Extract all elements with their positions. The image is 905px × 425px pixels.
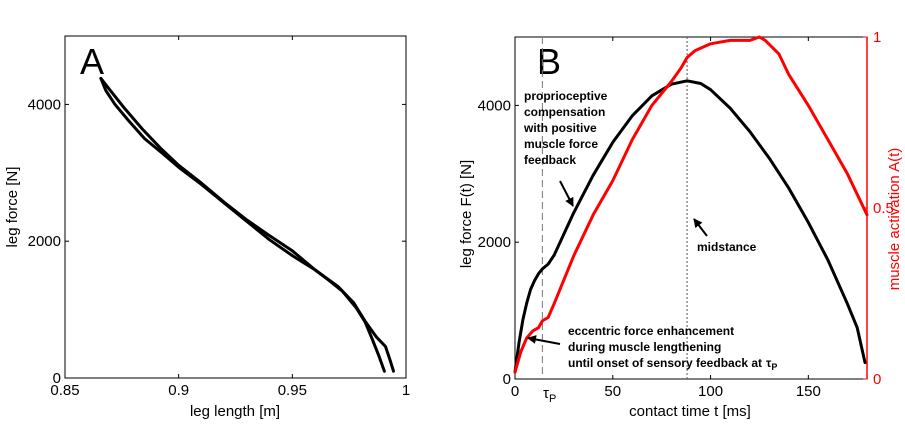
right-y-tick-label: 0 xyxy=(873,371,881,388)
y-axis-label-a: leg force [N] xyxy=(4,167,21,248)
annotation-line: eccentric force enhancement xyxy=(568,324,734,338)
annotation-line: muscle force xyxy=(524,137,598,151)
annotation-arrow xyxy=(559,180,574,207)
y-axis-right-b: 00.51 xyxy=(863,29,894,388)
y-tick-label: 0 xyxy=(503,371,511,388)
right-y-tick-label: 0.5 xyxy=(873,200,894,217)
tau-p-tick-label: τP xyxy=(543,385,556,405)
annotation-arrow xyxy=(693,218,708,237)
x-tick-label: 50 xyxy=(604,383,621,400)
annotation-tau: τ xyxy=(766,356,772,370)
panel-label-a: A xyxy=(80,41,104,82)
x-tick-label: 0.9 xyxy=(168,382,189,399)
leg-force-curve xyxy=(513,79,867,374)
annotation-line: until onset of sensory feedback at xyxy=(568,356,762,370)
panel-label-b: B xyxy=(537,41,561,82)
y-tick-label: 0 xyxy=(53,370,61,387)
reference-lines-b xyxy=(541,37,688,379)
x-axis-b: 0 50 100 150 xyxy=(511,37,821,400)
svg-text:eccentric force enhancement: eccentric force enhancement during muscl… xyxy=(568,324,777,372)
plot-area-b xyxy=(514,36,868,380)
x-axis-a: 0.85 0.9 0.95 1 xyxy=(50,36,410,399)
annotation-line: proprioceptive xyxy=(524,89,608,103)
y-axis-left-b: 0 2000 4000 xyxy=(478,97,519,388)
series-group-a xyxy=(99,76,395,373)
annotation-midstance: midstance xyxy=(693,218,757,254)
x-axis-label-a: leg length [m] xyxy=(190,403,280,420)
x-tick-label: 100 xyxy=(698,383,723,400)
right-y-tick-label: 1 xyxy=(873,29,881,46)
annotation-line: midstance xyxy=(697,240,757,254)
y-tick-label: 4000 xyxy=(28,96,61,113)
y-axis-a: 0 2000 4000 xyxy=(28,96,406,387)
annotation-arrow xyxy=(527,335,561,345)
y-axis-label-right-b: muscle activation A(t) xyxy=(886,148,903,291)
x-tick-label: 0.95 xyxy=(278,382,307,399)
force-length-curve-2 xyxy=(99,76,395,373)
annotation-tau-subscript: P xyxy=(771,362,777,372)
x-tick-label: 0.85 xyxy=(50,382,79,399)
tau-subscript: P xyxy=(549,393,556,405)
annotation-line: feedback xyxy=(524,153,576,167)
y-tick-label: 2000 xyxy=(478,234,511,251)
svg-text:proprioceptive compens: proprioceptive compensation with positiv… xyxy=(523,89,611,167)
x-tick-label: 0 xyxy=(511,383,519,400)
annotation-line: compensation xyxy=(524,105,605,119)
plot-area-a xyxy=(64,35,407,379)
x-tick-label: 150 xyxy=(796,383,821,400)
x-axis-label-b: contact time t [ms] xyxy=(629,403,751,420)
x-tick-label: 1 xyxy=(402,382,410,399)
series-group-b xyxy=(513,35,869,374)
y-tick-label: 4000 xyxy=(478,97,511,114)
annotation-line: during muscle lengthening xyxy=(568,340,721,354)
muscle-activation-curve xyxy=(513,35,869,374)
annotation-line: with positive xyxy=(523,121,597,135)
annotation-proprioceptive: proprioceptive compensation with positiv… xyxy=(523,89,611,207)
y-axis-label-b: leg force F(t) [N] xyxy=(458,160,475,268)
tau-symbol: τ xyxy=(543,385,549,402)
annotation-eccentric: eccentric force enhancement during muscl… xyxy=(527,324,777,372)
y-tick-label: 2000 xyxy=(28,233,61,250)
